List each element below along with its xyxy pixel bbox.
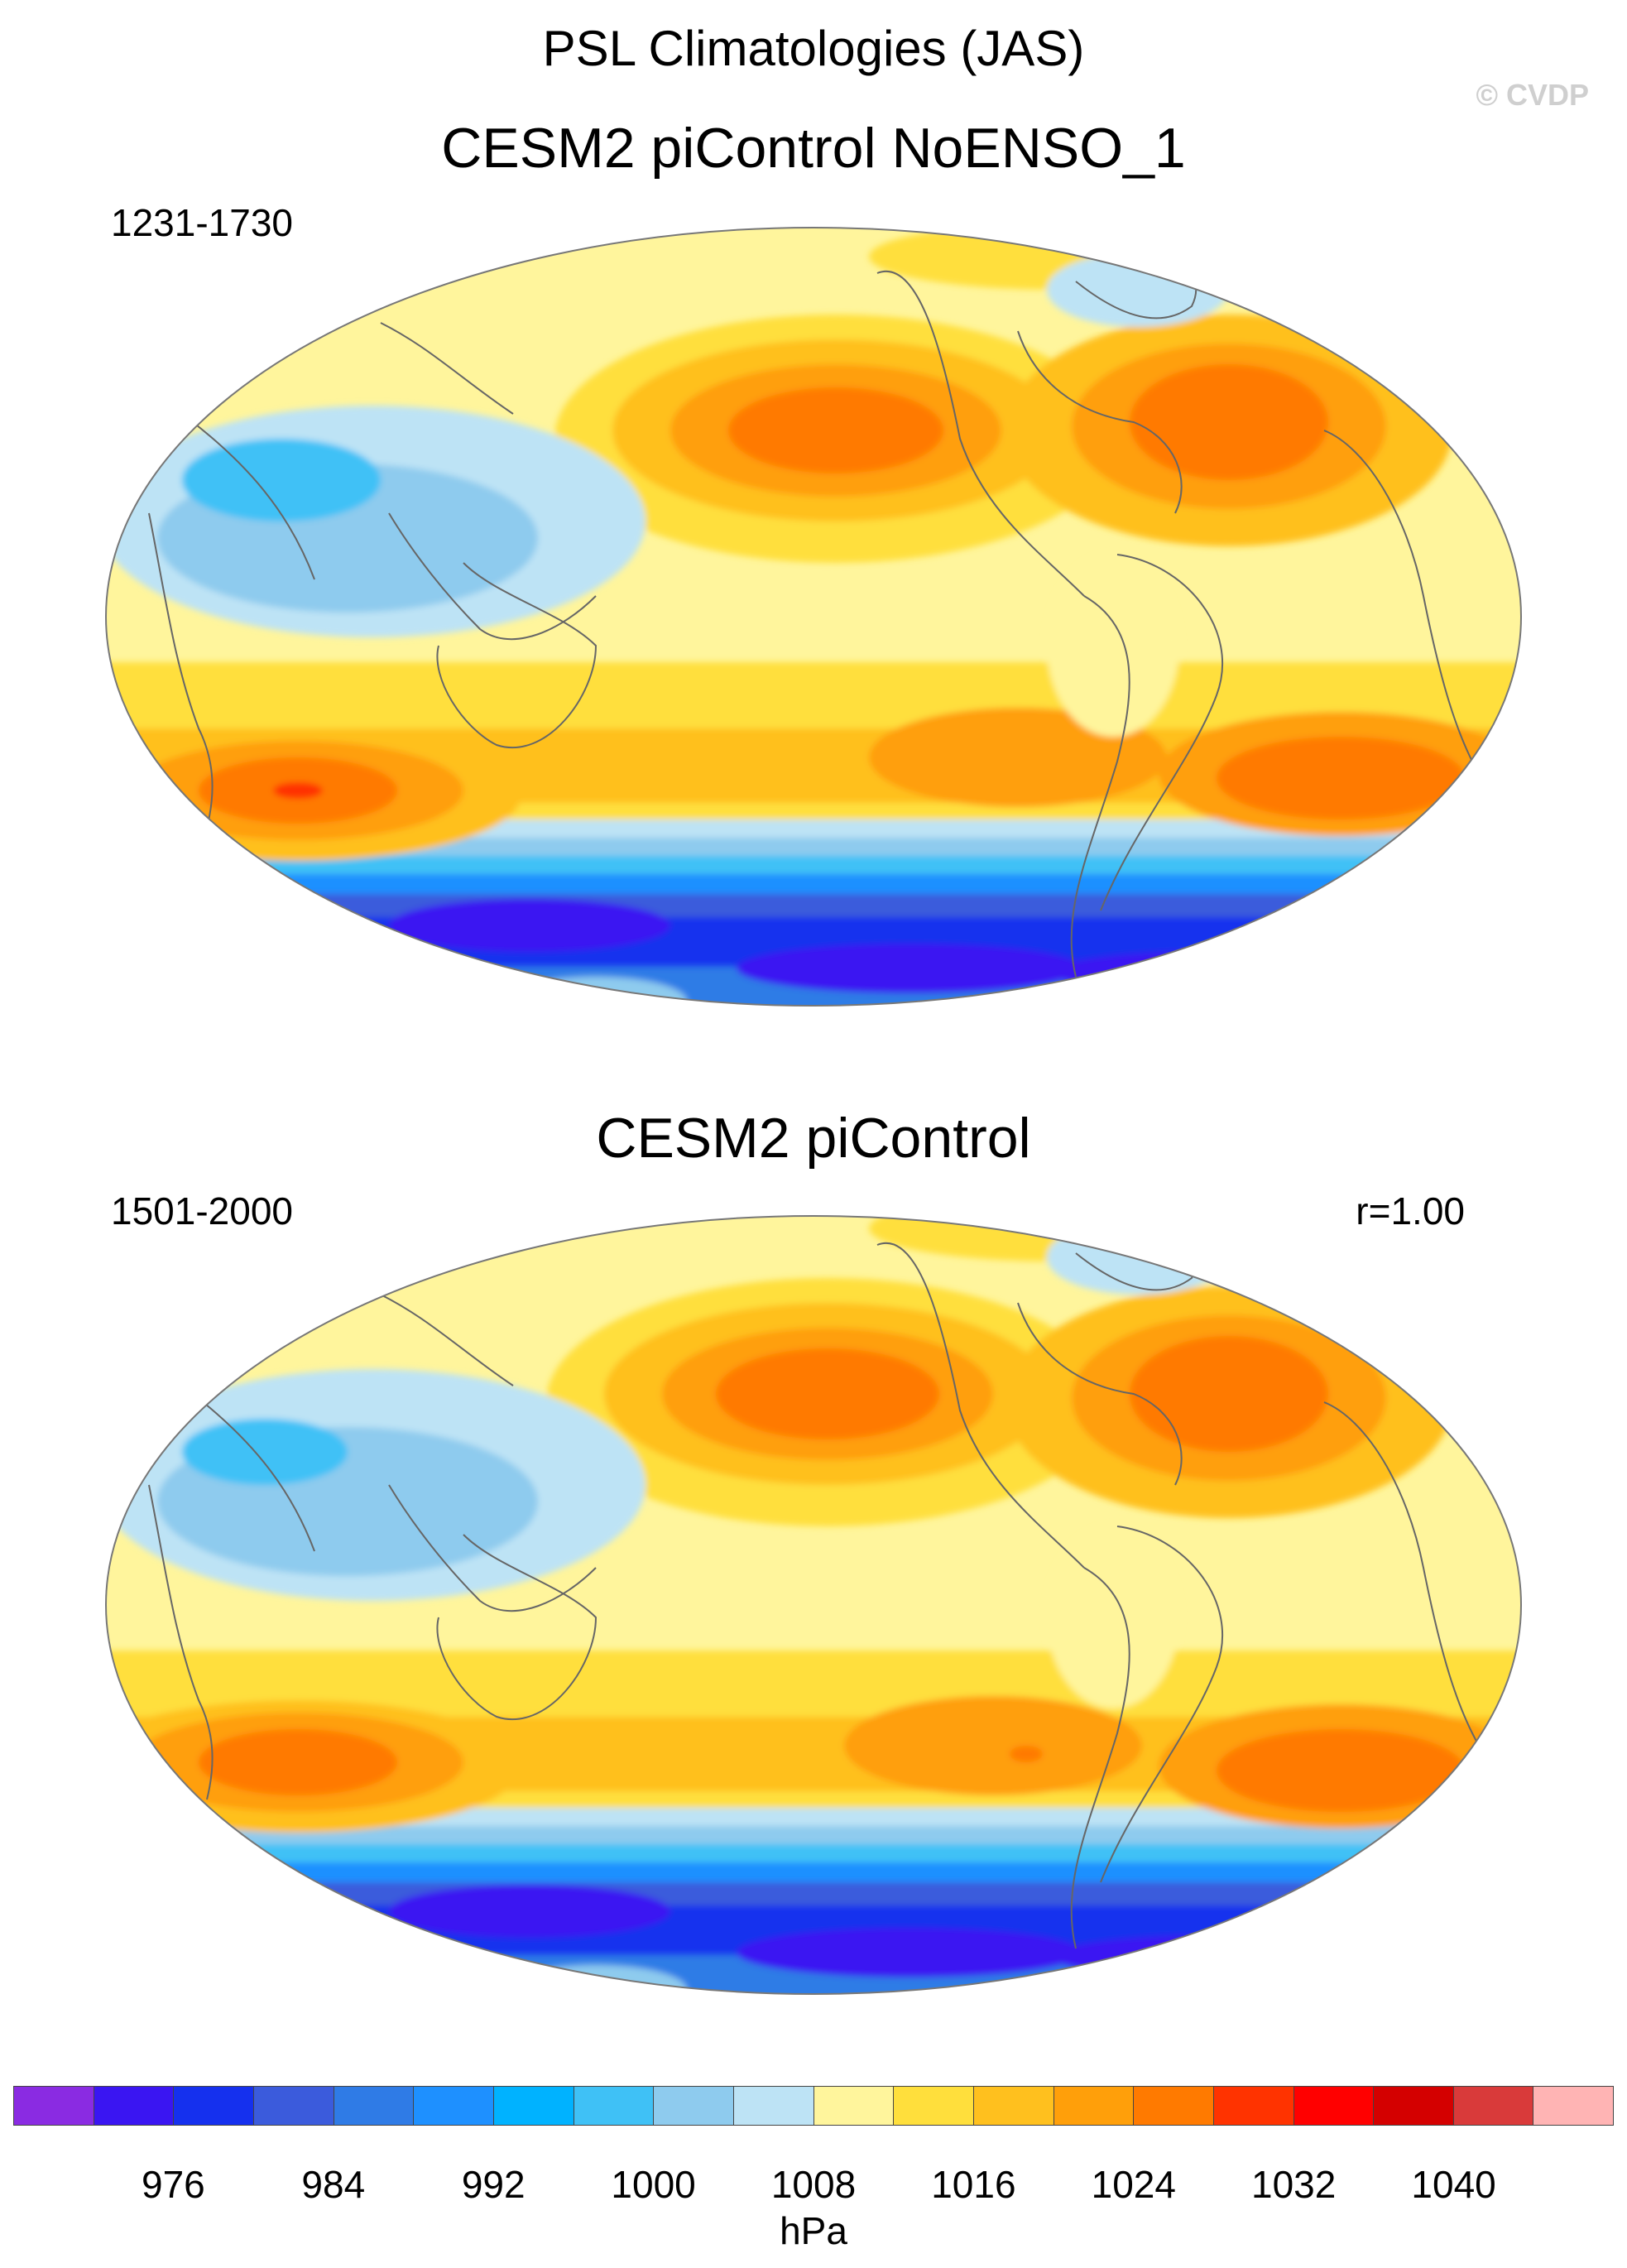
coastlines (148, 247, 1482, 978)
coastlines (148, 1219, 1482, 1949)
south-pacific-high-core (869, 708, 1167, 807)
panel1-map-boundary (105, 227, 1522, 1007)
colorbar-tick-label: 1000 (611, 2163, 696, 2206)
azores-high-core (1130, 1336, 1328, 1452)
colorbar-tick-label: 1024 (1091, 2163, 1176, 2206)
colorbar-swatch (334, 2087, 415, 2125)
trough-core-atlantic (1051, 1935, 1382, 1978)
south-pacific-high-max (1010, 1746, 1043, 1762)
southern-gradient-1 (106, 1808, 1521, 1826)
colorbar-swatch (973, 2087, 1054, 2125)
colorbar-swatch (253, 2087, 334, 2125)
coast-africa-east (148, 1484, 214, 1800)
colorbar-swatch (14, 2087, 94, 2125)
colorbar-swatch (493, 2087, 574, 2125)
south-atlantic-high-core (1217, 737, 1465, 819)
colorbar-tick-label: 1032 (1251, 2163, 1337, 2206)
colorbar-tick-label: 992 (461, 2163, 526, 2206)
watermark: © CVDP (1476, 78, 1589, 112)
southern-gradient-4 (106, 1862, 1521, 1882)
monsoon-low-core (182, 439, 381, 521)
south-pacific-high-core (844, 1696, 1142, 1795)
greenland-low (1047, 1220, 1229, 1295)
coast-africa-west (1323, 430, 1482, 779)
coast-maritime-continent (388, 1484, 597, 1612)
colorbar-swatch (1533, 2087, 1614, 2125)
coast-south-america-east (1100, 1526, 1224, 1883)
amazon-region (1047, 555, 1179, 737)
southern-gradient-5 (106, 1882, 1521, 1905)
colorbar-swatch (1293, 2087, 1375, 2125)
coast-north-america-west (876, 1242, 1085, 1569)
trough-core-pacific (737, 944, 1084, 993)
antarctic-high-patch (505, 977, 687, 1006)
panel2-map (105, 1215, 1522, 1995)
colorbar (13, 2086, 1614, 2126)
colorbar-swatch (654, 2087, 734, 2125)
southern-gradient-2 (106, 838, 1521, 856)
figure-title: PSL Climatologies (JAS) (542, 21, 1085, 76)
coast-north-america-west (876, 270, 1085, 597)
amazon-region (1047, 1526, 1179, 1708)
coast-south-america-west (1070, 595, 1130, 978)
colorbar-swatch (894, 2087, 974, 2125)
south-indian-high-core (199, 1729, 397, 1795)
trough-core-indian (389, 899, 670, 952)
south-atlantic-high-core (1217, 1729, 1465, 1812)
colorbar-swatch (733, 2087, 814, 2125)
trough-core-indian (389, 1885, 670, 1938)
colorbar-swatch (1374, 2087, 1454, 2125)
panel2-correlation-label: r=1.00 (1356, 1189, 1465, 1233)
panel1-title: CESM2 piControl NoENSO_1 (441, 117, 1186, 180)
coast-australia (436, 1534, 598, 1720)
coast-india (181, 413, 315, 580)
southern-gradient-4 (106, 874, 1521, 894)
southern-gradient-3 (106, 1844, 1521, 1862)
southern-gradient-2 (106, 1826, 1521, 1844)
panel1-map (105, 227, 1522, 1007)
north-pacific-high-core (728, 387, 943, 473)
coast-maritime-continent (388, 512, 597, 641)
coast-africa-east (148, 512, 214, 829)
colorbar-tick-label: 1008 (770, 2163, 857, 2206)
coast-north-america-east (1017, 1302, 1183, 1486)
antarctic-high-patch (505, 1965, 687, 1994)
southern-gradient-5 (106, 894, 1521, 917)
colorbar-swatch (574, 2087, 655, 2125)
colorbar-swatch (814, 2087, 895, 2125)
north-pacific-high-core (716, 1348, 939, 1439)
colorbar-units-label: hPa (780, 2209, 847, 2252)
colorbar-swatch (1053, 2087, 1135, 2125)
coast-australia (436, 562, 598, 748)
colorbar-tick-labels: 976 984 992 1000 1008 1016 1024 1032 1040 (0, 2162, 1627, 2212)
coast-north-america-east (1017, 330, 1183, 514)
colorbar-tick-label: 1040 (1411, 2163, 1496, 2206)
panel1-period-label: 1231-1730 (111, 201, 293, 244)
panel2-title: CESM2 piControl (596, 1107, 1031, 1170)
coast-east-asia (380, 1294, 514, 1386)
colorbar-tick-label: 976 (142, 2163, 205, 2206)
panel2-period-label: 1501-2000 (111, 1189, 293, 1233)
southern-gradient-3 (106, 856, 1521, 874)
colorbar-swatch (414, 2087, 494, 2125)
colorbar-swatch (174, 2087, 254, 2125)
colorbar-tick-label: 984 (301, 2163, 366, 2206)
coast-africa-west (1323, 1401, 1482, 1751)
colorbar-swatch (94, 2087, 175, 2125)
trough-core-pacific (737, 1928, 1084, 1977)
colorbar-swatch (1213, 2087, 1294, 2125)
coast-south-america-east (1100, 554, 1224, 911)
coast-east-asia (380, 322, 514, 415)
panel1-field (106, 228, 1521, 1006)
colorbar-swatch (1134, 2087, 1214, 2125)
colorbar-swatch (1453, 2087, 1534, 2125)
azores-high-core (1130, 364, 1328, 480)
panel2-map-boundary (105, 1215, 1522, 1995)
monsoon-low-core (182, 1419, 348, 1485)
colorbar-tick-label: 1016 (931, 2163, 1016, 2206)
south-indian-high-max (273, 782, 323, 799)
coast-south-america-west (1070, 1567, 1130, 1949)
panel2-field (106, 1216, 1521, 1994)
